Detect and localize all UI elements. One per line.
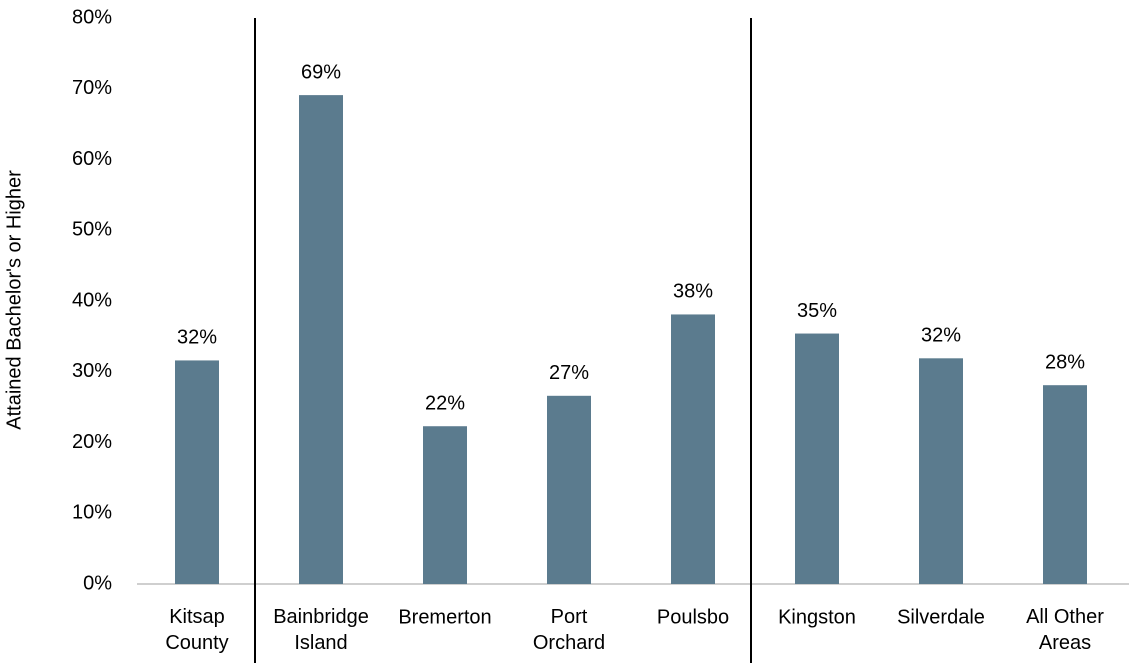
- bar: [299, 95, 343, 585]
- y-axis-title: Attained Bachelor's or Higher: [3, 170, 25, 430]
- y-tick-label: 60%: [72, 148, 112, 170]
- bar: [671, 314, 715, 584]
- x-tick-label: Kitsap County: [165, 606, 228, 654]
- x-tick-label: Poulsbo: [657, 606, 729, 628]
- bar: [1043, 385, 1087, 584]
- y-tick-label: 20%: [72, 431, 112, 453]
- x-tick-label: Port Orchard: [533, 606, 605, 654]
- bar: [919, 358, 963, 584]
- x-tick-label: Bainbridge Island: [273, 606, 369, 654]
- data-label: 28%: [1045, 351, 1085, 373]
- data-label: 69%: [301, 61, 341, 83]
- y-tick-label: 0%: [83, 572, 112, 594]
- data-label: 32%: [921, 325, 961, 347]
- data-label: 27%: [549, 362, 589, 384]
- data-label: 35%: [797, 300, 837, 322]
- x-tick-label: Bremerton: [398, 606, 491, 628]
- y-tick-label: 70%: [72, 77, 112, 99]
- x-tick-label: Silverdale: [897, 606, 985, 628]
- bar: [423, 426, 467, 584]
- data-label: 22%: [425, 393, 465, 415]
- bar: [795, 333, 839, 584]
- y-tick-label: 50%: [72, 219, 112, 241]
- y-tick-label: 80%: [72, 6, 112, 28]
- data-label: 32%: [177, 327, 217, 349]
- bar: [175, 360, 219, 584]
- y-tick-label: 40%: [72, 289, 112, 311]
- y-tick-label: 10%: [72, 502, 112, 524]
- bar: [547, 395, 591, 584]
- y-tick-label: 30%: [72, 360, 112, 382]
- data-label: 38%: [673, 281, 713, 303]
- x-tick-label: Kingston: [778, 606, 856, 628]
- x-tick-label: All Other Areas: [1026, 606, 1104, 654]
